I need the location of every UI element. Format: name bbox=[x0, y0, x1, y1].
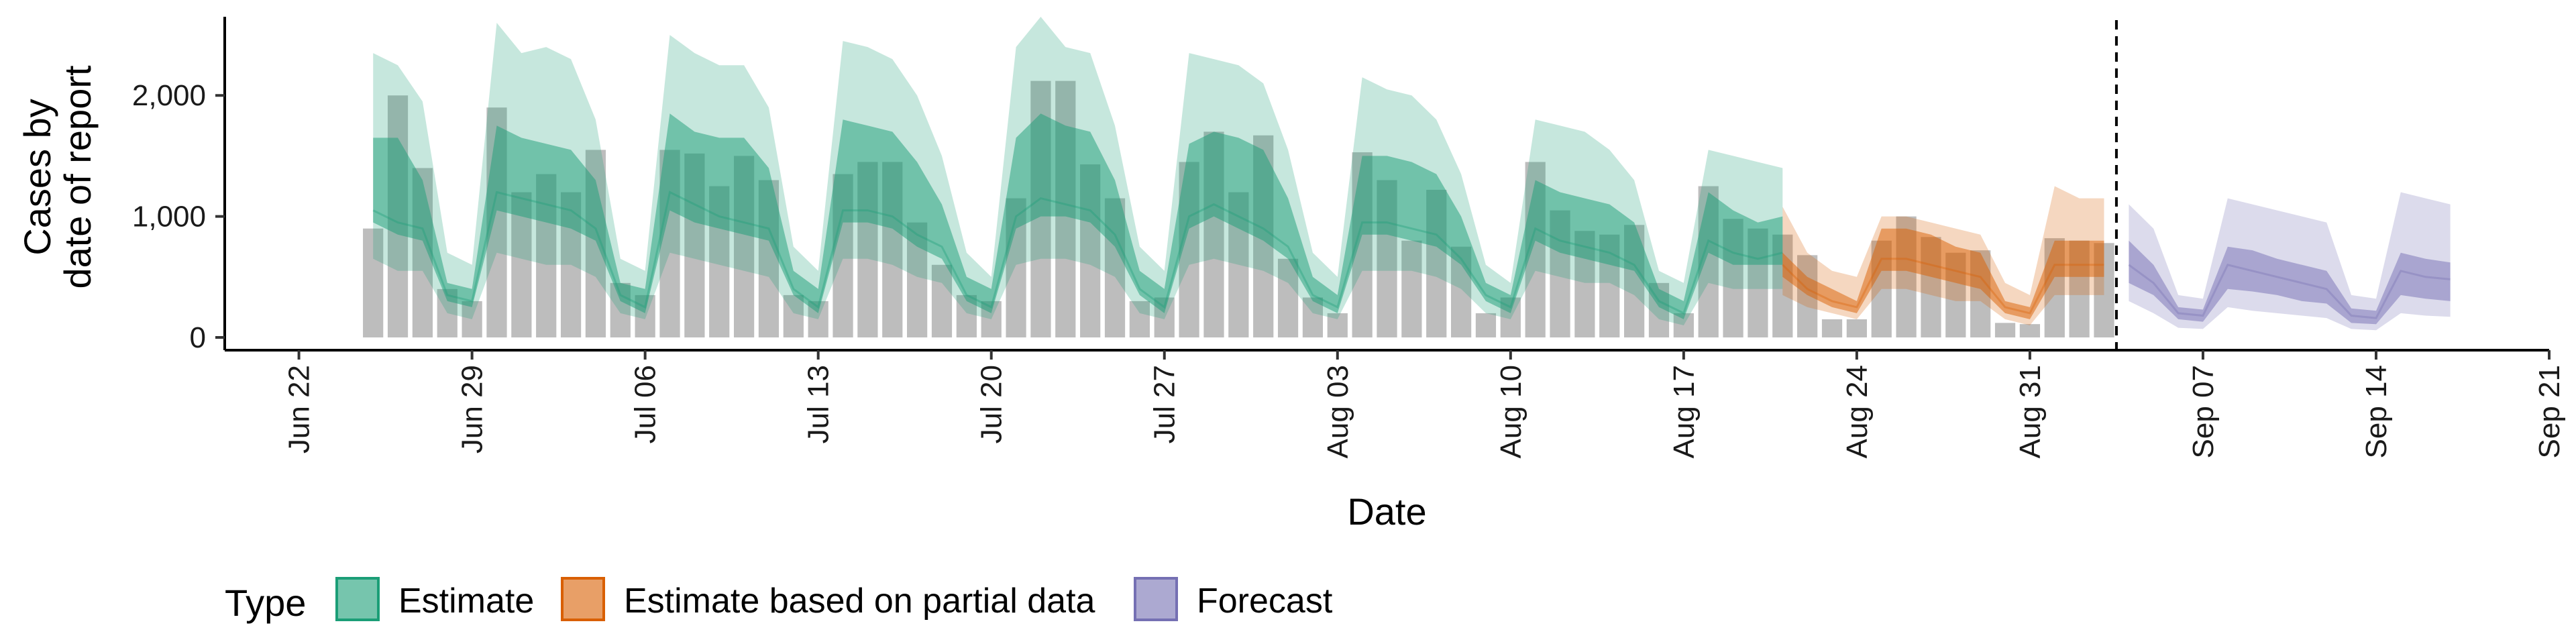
legend-label-estimate: Estimate bbox=[398, 582, 534, 621]
reported-cases-bar bbox=[1129, 301, 1150, 337]
reported-cases-bar bbox=[783, 294, 804, 337]
estimate-based-on-partial-data-50-band bbox=[1782, 228, 2104, 319]
legend-title: Type bbox=[225, 582, 306, 624]
reported-cases-bar bbox=[1475, 313, 1497, 337]
legend-key-estimate-based-on-partial-data bbox=[561, 577, 605, 621]
x-tick-label: Jul 20 bbox=[975, 365, 1008, 443]
legend-label-forecast: Forecast bbox=[1197, 582, 1333, 621]
legend-key-forecast bbox=[1134, 577, 1178, 621]
x-tick-label: Jun 29 bbox=[456, 365, 489, 453]
estimate-based-on-partial-data-median-line bbox=[1782, 258, 2104, 315]
y-axis-title: Cases by date of report bbox=[16, 65, 99, 289]
x-tick-label: Aug 24 bbox=[1841, 365, 1874, 458]
estimate-ribbons bbox=[372, 17, 2451, 331]
reported-cases-bar bbox=[363, 228, 384, 337]
reported-cases-bar bbox=[1846, 319, 1867, 337]
x-tick-label: Aug 03 bbox=[1322, 365, 1354, 458]
x-tick-label: Jul 13 bbox=[802, 365, 835, 443]
estimate-median-line bbox=[372, 191, 1783, 315]
reported-cases-bar bbox=[1277, 258, 1299, 337]
y-axis-title-line-2: date of report bbox=[56, 65, 99, 289]
x-tick-label: Sep 14 bbox=[2360, 365, 2393, 458]
x-tick-label: Jul 27 bbox=[1148, 365, 1181, 443]
x-axis: Jun 22 Jun 29 Jul 06 Jul 13 Jul 20 Jul 27 Aug … bbox=[225, 349, 2566, 458]
y-axis: 0 1,000 2,000 bbox=[132, 17, 226, 354]
y-tick-label: 1,000 bbox=[132, 201, 206, 233]
reported-cases-bar bbox=[1401, 240, 1422, 337]
forecast-median-line bbox=[2128, 264, 2451, 319]
reported-cases-bar bbox=[2019, 324, 2041, 337]
y-axis-title-line-1: Cases by bbox=[16, 99, 58, 255]
reported-cases-bar bbox=[462, 301, 482, 337]
x-axis-title: Date bbox=[1347, 490, 1426, 533]
legend: Type Estimate Estimate based on partial d… bbox=[225, 577, 1333, 624]
legend-key-estimate bbox=[335, 577, 380, 621]
x-tick-label: Jul 06 bbox=[629, 365, 662, 443]
reported-cases-bar bbox=[1994, 323, 2016, 337]
forecast-50-band bbox=[2129, 240, 2451, 325]
y-tick-label: 0 bbox=[190, 321, 206, 354]
x-tick-label: Jun 22 bbox=[283, 365, 316, 453]
x-tick-label: Aug 31 bbox=[2014, 365, 2047, 458]
reported-cases-bar bbox=[1821, 319, 1843, 337]
x-tick-label: Aug 10 bbox=[1495, 365, 1527, 458]
x-tick-label: Aug 17 bbox=[1668, 365, 1701, 458]
legend-label-estimate-based-on-partial-data: Estimate based on partial data bbox=[624, 582, 1095, 621]
reported-cases-bar bbox=[931, 264, 953, 337]
x-tick-label: Sep 21 bbox=[2533, 365, 2566, 458]
reported-cases-bar bbox=[1327, 313, 1348, 337]
y-tick-label: 2,000 bbox=[132, 79, 206, 112]
estimate-50-band bbox=[373, 113, 1783, 319]
x-tick-label: Sep 07 bbox=[2187, 365, 2220, 458]
